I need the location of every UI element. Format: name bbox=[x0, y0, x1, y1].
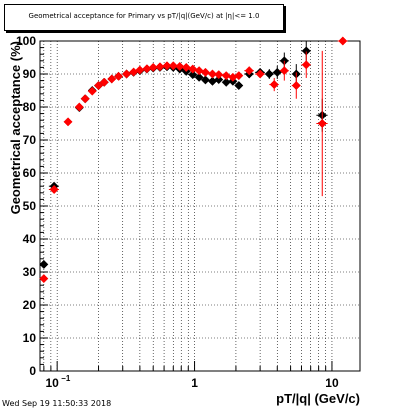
red-data-point bbox=[221, 71, 231, 81]
red-data-point bbox=[279, 66, 289, 76]
red-data-point bbox=[175, 61, 185, 71]
chart-title-box: Geometrical acceptance for Primary vs pT… bbox=[4, 4, 284, 31]
black-data-point bbox=[194, 72, 204, 82]
x-tick-label: 1 bbox=[191, 376, 198, 390]
red-data-point bbox=[207, 69, 218, 79]
red-data-point bbox=[87, 86, 97, 96]
y-tick-label: 70 bbox=[23, 133, 37, 147]
red-data-point bbox=[49, 184, 59, 195]
y-axis-title: Geometrical acceptance (%) bbox=[8, 41, 23, 214]
y-tick-label: 90 bbox=[23, 67, 37, 81]
red-data-point bbox=[338, 36, 348, 46]
red-data-point bbox=[244, 66, 254, 76]
y-tick-label: 60 bbox=[23, 166, 37, 180]
red-data-point bbox=[93, 80, 104, 91]
red-data-point bbox=[63, 117, 73, 127]
x-axis-title: pT/|q| (GeV/c) bbox=[276, 391, 360, 406]
red-data-point bbox=[99, 77, 109, 87]
y-tick-label: 80 bbox=[23, 100, 37, 114]
red-data-point bbox=[114, 71, 124, 81]
red-data-point bbox=[291, 80, 301, 91]
red-data-point bbox=[168, 61, 178, 71]
red-data-point bbox=[214, 70, 224, 80]
chart-title: Geometrical acceptance for Primary vs pT… bbox=[28, 12, 260, 20]
red-data-point bbox=[188, 64, 198, 74]
black-data-point bbox=[214, 75, 224, 85]
data-layer bbox=[39, 36, 348, 284]
y-tick-label: 10 bbox=[23, 331, 37, 345]
y-tick-label: 30 bbox=[23, 265, 37, 279]
red-data-point bbox=[39, 274, 49, 284]
y-tick-label: 20 bbox=[23, 298, 37, 312]
y-tick-label: 50 bbox=[23, 199, 37, 213]
red-data-point bbox=[122, 69, 132, 79]
grid-layer bbox=[40, 41, 360, 371]
y-tick-label: 40 bbox=[23, 232, 37, 246]
red-data-point bbox=[107, 74, 117, 84]
red-data-point bbox=[255, 69, 265, 79]
red-data-point bbox=[162, 61, 172, 71]
black-data-point bbox=[234, 80, 244, 91]
red-data-point bbox=[194, 66, 204, 76]
y-tick-label: 100 bbox=[16, 34, 36, 48]
red-data-point bbox=[301, 60, 311, 70]
red-data-point bbox=[148, 62, 158, 72]
black-data-point bbox=[272, 67, 282, 77]
x-tick-label: 10 bbox=[45, 376, 59, 390]
red-data-point bbox=[200, 67, 210, 77]
red-data-point bbox=[317, 118, 327, 129]
red-data-point bbox=[234, 71, 244, 81]
red-data-point bbox=[80, 94, 90, 104]
red-data-point bbox=[181, 62, 191, 72]
x-tick-exponent: −1 bbox=[61, 374, 71, 383]
red-data-point bbox=[155, 62, 165, 72]
black-data-point bbox=[39, 259, 49, 269]
y-tick-label: 0 bbox=[29, 364, 36, 378]
red-data-point bbox=[74, 102, 84, 112]
x-tick-label: 10 bbox=[325, 376, 339, 390]
black-data-point bbox=[188, 70, 198, 80]
black-data-point bbox=[200, 75, 210, 85]
black-data-point bbox=[264, 69, 274, 79]
red-data-point bbox=[269, 80, 279, 90]
red-data-point bbox=[142, 64, 152, 74]
timestamp: Wed Sep 19 11:50:33 2018 bbox=[2, 399, 112, 408]
tick-layer bbox=[40, 40, 333, 372]
